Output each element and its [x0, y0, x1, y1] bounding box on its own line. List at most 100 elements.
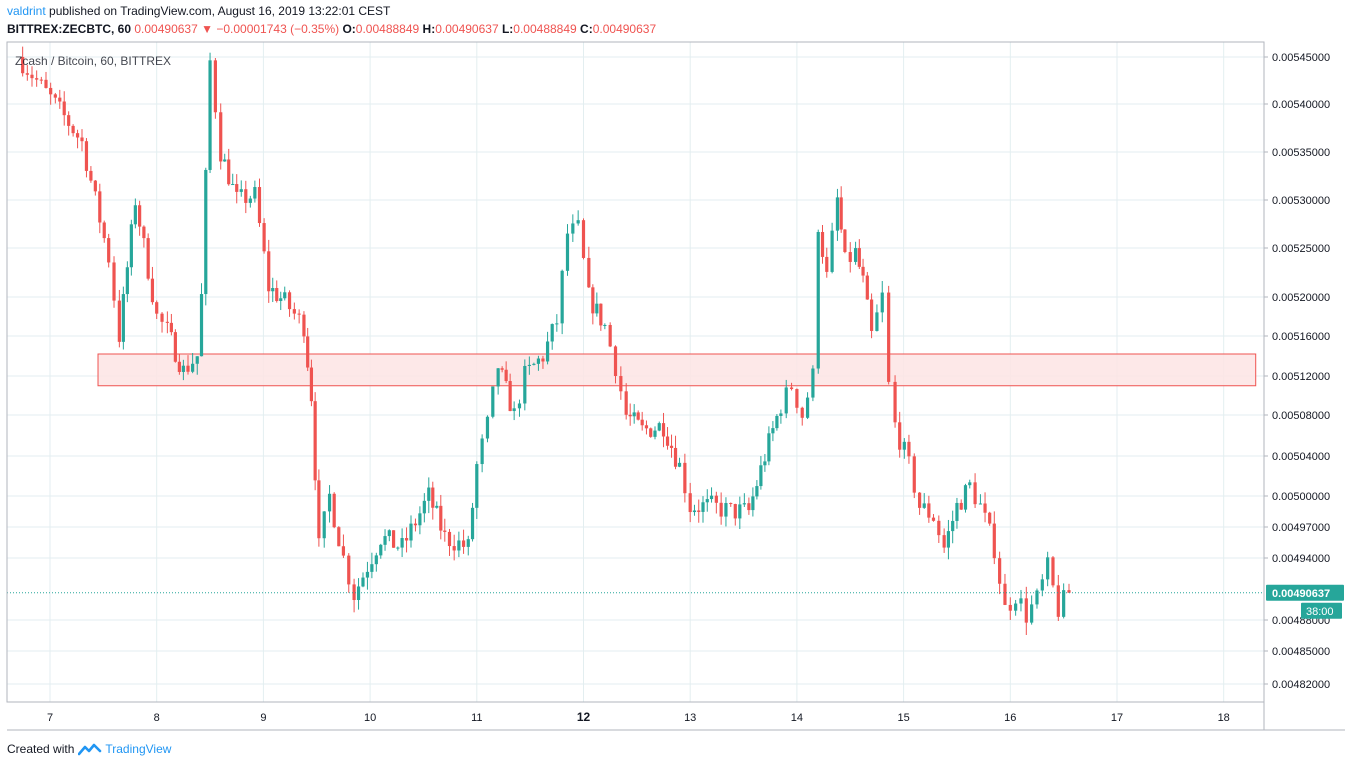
- candle: [683, 453, 687, 503]
- candle: [751, 487, 755, 517]
- candle: [239, 180, 243, 197]
- candle: [244, 180, 248, 214]
- candle: [422, 493, 426, 523]
- candle: [470, 502, 475, 542]
- candle: [80, 129, 84, 152]
- candle: [1024, 586, 1028, 636]
- x-tick-label: 8: [154, 712, 160, 724]
- candle: [374, 552, 378, 572]
- candle: [835, 188, 840, 241]
- change-value: −0.00001743 (−0.35%): [216, 22, 340, 36]
- candle: [439, 494, 443, 540]
- candle: [485, 415, 490, 443]
- candle: [644, 420, 649, 435]
- candle: [49, 82, 53, 105]
- candle: [955, 497, 959, 529]
- candle: [98, 183, 102, 234]
- candle: [352, 578, 356, 613]
- candle: [861, 258, 865, 283]
- candle: [283, 286, 287, 301]
- candle: [447, 528, 452, 556]
- candle: [475, 461, 479, 519]
- candle: [253, 180, 257, 203]
- candle: [893, 375, 897, 428]
- price-axis[interactable]: 0.00545000 0.00540000 0.00535000 0.00530000…: [1264, 52, 1330, 691]
- candle: [767, 426, 771, 466]
- candle: [327, 485, 332, 523]
- candle: [853, 241, 858, 265]
- time-axis[interactable]: 7 8 9 10 11 12 13 14 15 16 17 18: [47, 710, 1230, 724]
- candle: [517, 399, 522, 417]
- candle: [697, 499, 701, 523]
- candle: [279, 291, 283, 311]
- candle: [742, 493, 746, 507]
- tradingview-brand-link[interactable]: TradingView: [105, 742, 172, 756]
- candle: [142, 225, 146, 248]
- candle: [71, 124, 75, 137]
- candle: [231, 173, 235, 186]
- x-tick-label: 11: [471, 712, 482, 724]
- candle: [973, 473, 977, 508]
- candle: [93, 179, 97, 196]
- candle: [337, 526, 341, 547]
- author-name[interactable]: valdrint: [7, 4, 46, 18]
- candle: [309, 359, 314, 407]
- candle: [571, 214, 575, 242]
- candle: [292, 302, 296, 320]
- candle: [146, 233, 150, 281]
- candle: [35, 70, 39, 87]
- y-tick-label: 0.00500000: [1272, 491, 1330, 503]
- open-label: O:: [342, 22, 356, 36]
- candle: [262, 218, 266, 254]
- candle: [918, 492, 922, 515]
- candle: [719, 492, 723, 525]
- x-tick-label: 10: [364, 712, 376, 724]
- candle: [613, 345, 618, 384]
- candle: [404, 527, 409, 553]
- candle: [759, 456, 763, 490]
- candle: [830, 222, 834, 274]
- candle: [624, 383, 628, 420]
- candle: [219, 103, 223, 170]
- candle: [714, 491, 718, 514]
- candle: [306, 327, 310, 372]
- candle: [636, 410, 640, 421]
- y-tick-label: 0.00482000: [1272, 679, 1330, 691]
- candle: [599, 303, 603, 331]
- candle: [317, 469, 321, 547]
- candle: [227, 148, 231, 186]
- candle: [121, 286, 125, 350]
- candle: [848, 242, 852, 273]
- candle: [84, 138, 89, 178]
- resistance-zone[interactable]: [97, 353, 1257, 387]
- candle: [875, 304, 879, 332]
- candle: [160, 312, 164, 333]
- candle: [779, 409, 783, 424]
- candle: [1030, 595, 1034, 625]
- candle: [565, 224, 570, 276]
- candle: [275, 280, 279, 303]
- candle: [724, 497, 728, 527]
- x-tick-label: 9: [260, 712, 266, 724]
- candle: [302, 311, 306, 343]
- candle: [58, 89, 62, 109]
- candle: [560, 269, 564, 335]
- candle: [922, 493, 926, 509]
- y-tick-label: 0.00540000: [1272, 99, 1330, 111]
- low-label: L:: [501, 22, 514, 36]
- chart-watermark: Zcash / Bitcoin, 60, BITTREX: [15, 54, 171, 68]
- candle: [587, 246, 591, 288]
- candle: [418, 506, 422, 535]
- candle: [978, 494, 983, 505]
- candle: [839, 186, 843, 233]
- candle: [195, 356, 199, 375]
- candle: [322, 511, 326, 548]
- candle: [555, 314, 559, 332]
- candle: [640, 411, 644, 431]
- candle: [536, 355, 541, 371]
- candle: [992, 511, 996, 565]
- y-tick-label: 0.00516000: [1272, 331, 1330, 343]
- candle: [1035, 588, 1039, 609]
- candle: [383, 529, 387, 551]
